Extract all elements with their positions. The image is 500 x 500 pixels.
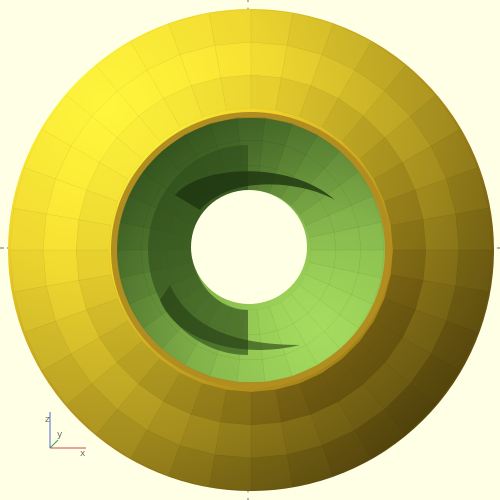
outer-bottom-notch <box>238 492 264 498</box>
facet <box>214 41 252 78</box>
facet <box>250 41 288 78</box>
gizmo-y-axis <box>49 439 59 449</box>
gizmo-x-label: x <box>80 449 86 459</box>
spiral-groove-lower <box>160 285 300 350</box>
facet <box>423 213 460 251</box>
facet <box>455 249 493 293</box>
gizmo-y-label: y <box>57 430 63 440</box>
facet <box>250 8 294 46</box>
facet <box>250 422 288 459</box>
facet <box>214 422 252 459</box>
outer-top-notch <box>236 2 266 8</box>
facet <box>250 454 294 492</box>
facet <box>455 207 493 251</box>
spiral-groove <box>175 171 335 210</box>
facet <box>250 389 282 426</box>
facet <box>236 117 266 141</box>
outer-ring-facets <box>9 8 493 492</box>
facet <box>117 249 144 279</box>
facet <box>42 213 79 251</box>
facet <box>358 221 385 251</box>
gizmo-z-label: z <box>45 415 50 425</box>
facet <box>75 249 112 281</box>
facet <box>9 207 47 251</box>
facet <box>220 74 252 111</box>
center-hole <box>191 190 307 304</box>
facet <box>390 219 427 251</box>
facet <box>42 249 79 287</box>
facet <box>208 8 252 46</box>
axes-gizmo: x y z <box>45 412 86 459</box>
facet <box>9 249 47 293</box>
facet <box>208 454 252 492</box>
facet <box>423 249 460 287</box>
facet <box>236 359 266 383</box>
